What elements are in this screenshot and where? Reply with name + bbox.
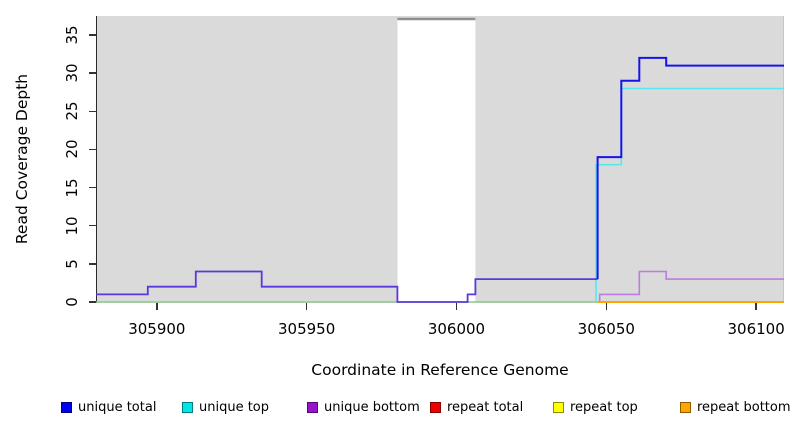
y-axis-tick bbox=[89, 186, 96, 189]
x-axis-tick-label: 305900 bbox=[128, 320, 186, 338]
x-axis-tick-label: 306050 bbox=[577, 320, 635, 338]
y-axis-tick bbox=[89, 34, 96, 36]
series-line-unique-bottom bbox=[598, 270, 784, 302]
legend-swatch-icon-unique-bottom bbox=[307, 402, 318, 413]
legend-item-repeat-bottom: repeat bottom bbox=[680, 400, 791, 415]
x-axis-tick bbox=[455, 303, 458, 310]
legend-swatch-icon-repeat-bottom bbox=[680, 402, 691, 413]
y-axis-tick bbox=[89, 301, 96, 303]
x-axis-tick bbox=[156, 303, 158, 310]
x-axis-tick-label: 306000 bbox=[427, 320, 486, 338]
y-axis-tick-label: 20 bbox=[63, 139, 81, 159]
legend-swatch-icon-unique-top bbox=[182, 402, 193, 413]
x-axis-tick-label: 305950 bbox=[278, 320, 336, 338]
y-axis-tick-label: 25 bbox=[63, 101, 81, 121]
legend-item-unique-top: unique top bbox=[182, 400, 269, 415]
x-axis-title: Coordinate in Reference Genome bbox=[311, 361, 569, 379]
legend-item-repeat-top: repeat top bbox=[553, 400, 638, 415]
y-axis-title: Read Coverage Depth bbox=[13, 73, 31, 245]
legend-label: repeat top bbox=[570, 400, 638, 415]
y-axis-tick-label: 15 bbox=[63, 178, 81, 198]
y-axis-tick-label: 10 bbox=[63, 216, 81, 236]
series-line-unique-total-right bbox=[596, 56, 784, 280]
legend-item-unique-bottom: unique bottom bbox=[307, 400, 420, 415]
y-axis-tick-label: 0 bbox=[63, 297, 81, 307]
series-line-unique-top bbox=[595, 87, 784, 302]
excluded-region bbox=[397, 18, 476, 303]
legend-item-unique-total: unique total bbox=[61, 400, 156, 415]
legend-label: unique bottom bbox=[324, 400, 420, 415]
legend-label: repeat bottom bbox=[697, 400, 791, 415]
y-axis-tick bbox=[89, 110, 96, 113]
legend-label: unique total bbox=[78, 400, 157, 415]
y-axis-tick bbox=[89, 263, 96, 265]
y-axis-tick-label: 30 bbox=[63, 63, 81, 83]
x-axis-tick bbox=[605, 303, 608, 310]
coverage-lines-canvas bbox=[96, 17, 784, 303]
y-axis-tick-label: 5 bbox=[63, 259, 81, 269]
legend-swatch-icon-repeat-top bbox=[553, 402, 564, 413]
x-axis-tick-label: 306100 bbox=[727, 320, 785, 338]
legend-swatch-icon-unique-total bbox=[61, 402, 72, 413]
x-axis-tick bbox=[755, 303, 757, 310]
y-axis-tick bbox=[89, 72, 96, 74]
y-axis-tick bbox=[89, 224, 96, 227]
y-axis-tick bbox=[89, 148, 96, 151]
legend-label: unique top bbox=[199, 400, 270, 415]
legend-item-repeat-total: repeat total bbox=[430, 400, 523, 415]
legend-label: repeat total bbox=[447, 400, 524, 415]
series-line-unique-total-left bbox=[96, 270, 598, 303]
x-axis-tick bbox=[305, 303, 308, 310]
y-axis-tick-label: 35 bbox=[63, 25, 81, 45]
legend-swatch-icon-repeat-total bbox=[430, 402, 441, 413]
